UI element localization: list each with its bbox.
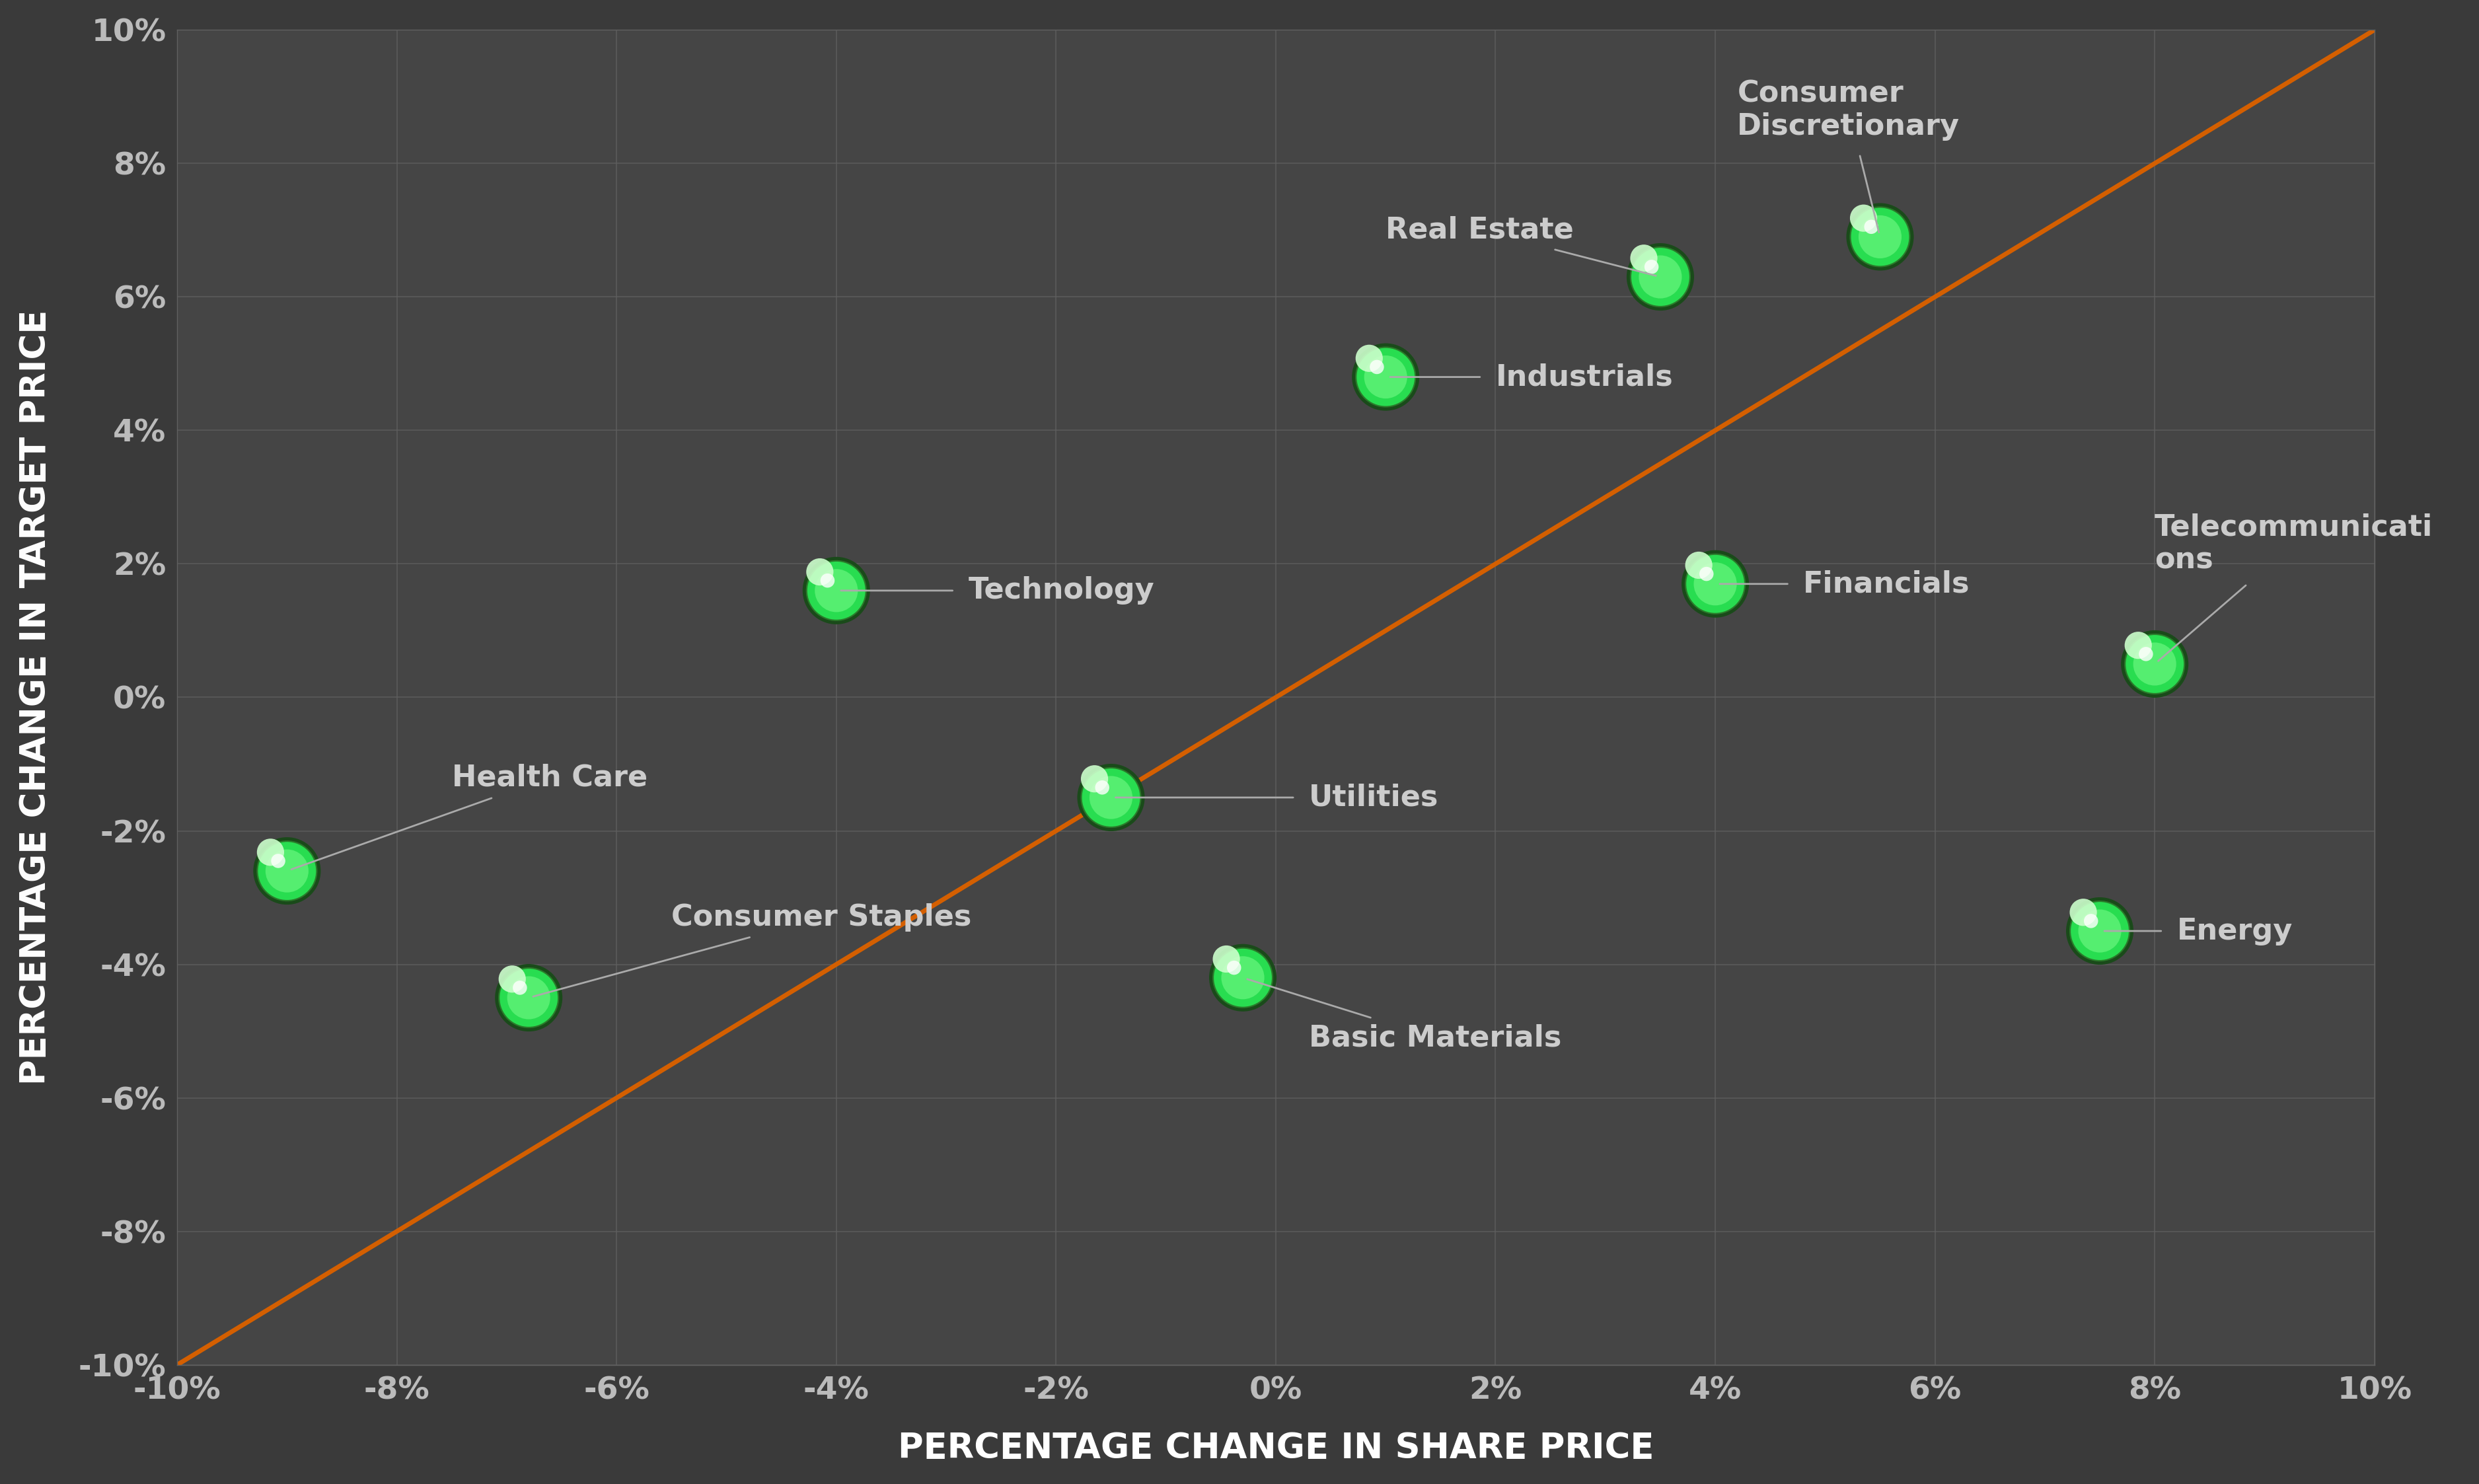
Point <box>2134 651 2174 675</box>
Point <box>493 968 533 991</box>
Point <box>2080 919 2120 942</box>
Point <box>268 859 307 883</box>
Point <box>250 840 290 864</box>
Point <box>1366 365 1406 389</box>
Point <box>2080 919 2120 942</box>
Point <box>1349 346 1388 370</box>
Point <box>1696 571 1735 595</box>
Point <box>1091 785 1130 809</box>
Point <box>1366 365 1406 389</box>
Point <box>1696 571 1735 595</box>
Point <box>1641 266 1681 289</box>
Point <box>2134 651 2174 675</box>
Point <box>2127 643 2167 666</box>
Point <box>1859 226 1899 249</box>
Point <box>808 568 848 592</box>
Point <box>816 579 855 603</box>
Point <box>2063 901 2102 925</box>
Point <box>1091 785 1130 809</box>
Point <box>2134 651 2174 675</box>
Point <box>1366 365 1406 389</box>
Point <box>1222 966 1262 990</box>
Point <box>268 859 307 883</box>
Text: Telecommunicati
ons: Telecommunicati ons <box>2154 513 2432 660</box>
Text: Real Estate: Real Estate <box>1386 217 1656 276</box>
Point <box>801 559 840 583</box>
Point <box>501 976 540 1000</box>
Point <box>1641 266 1681 289</box>
Point <box>1641 266 1681 289</box>
Point <box>2120 634 2159 657</box>
Point <box>268 859 307 883</box>
Point <box>508 985 548 1009</box>
Point <box>1083 776 1123 800</box>
X-axis label: PERCENTAGE CHANGE IN SHARE PRICE: PERCENTAGE CHANGE IN SHARE PRICE <box>897 1431 1653 1466</box>
Point <box>816 579 855 603</box>
Text: Basic Materials: Basic Materials <box>1247 979 1562 1052</box>
Point <box>1222 966 1262 990</box>
Point <box>1222 966 1262 990</box>
Point <box>2070 910 2110 933</box>
Point <box>1852 215 1891 239</box>
Point <box>508 985 548 1009</box>
Point <box>1641 266 1681 289</box>
Point <box>1678 554 1718 577</box>
Point <box>1696 571 1735 595</box>
Text: Consumer Staples: Consumer Staples <box>533 904 972 997</box>
Point <box>1696 571 1735 595</box>
Point <box>1844 206 1884 230</box>
Text: Health Care: Health Care <box>293 763 647 870</box>
Point <box>508 985 548 1009</box>
Point <box>1859 226 1899 249</box>
Point <box>1091 785 1130 809</box>
Point <box>2134 651 2174 675</box>
Point <box>1215 956 1254 979</box>
Point <box>1207 947 1247 971</box>
Point <box>1859 226 1899 249</box>
Point <box>2080 919 2120 942</box>
Point <box>1076 767 1116 791</box>
Text: Industrials: Industrials <box>1391 362 1673 392</box>
Text: Utilities: Utilities <box>1116 784 1438 812</box>
Point <box>1624 246 1663 270</box>
Point <box>508 985 548 1009</box>
Point <box>1859 226 1899 249</box>
Point <box>1091 785 1130 809</box>
Point <box>816 579 855 603</box>
Text: Financials: Financials <box>1720 570 1971 598</box>
Point <box>1356 355 1396 378</box>
Text: Technology: Technology <box>840 576 1155 605</box>
Text: Consumer
Discretionary: Consumer Discretionary <box>1738 79 1961 233</box>
Point <box>1366 365 1406 389</box>
Y-axis label: PERCENTAGE CHANGE IN TARGET PRICE: PERCENTAGE CHANGE IN TARGET PRICE <box>17 310 52 1085</box>
Point <box>1686 562 1725 586</box>
Point <box>268 859 307 883</box>
Text: Energy: Energy <box>2105 917 2293 945</box>
Point <box>1631 255 1671 279</box>
Point <box>816 579 855 603</box>
Point <box>2080 919 2120 942</box>
Point <box>258 849 297 873</box>
Point <box>1222 966 1262 990</box>
